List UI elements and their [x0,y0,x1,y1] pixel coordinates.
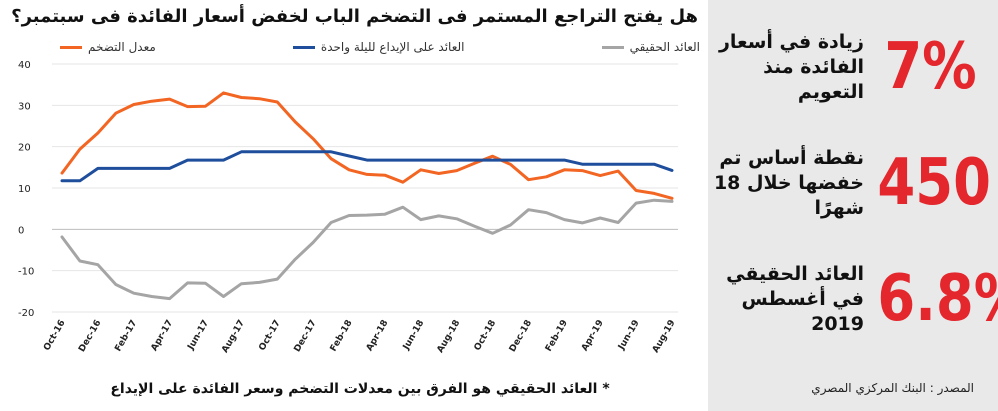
x-tick-label: Dec-18 [508,319,534,354]
x-tick-label: Aug-19 [651,319,678,355]
y-tick-label: 40 [18,60,31,71]
legend-item-real-return: العائد الحقيقي [601,40,700,54]
stat-desc: نقطة أساس تم خفضها خلال 18 شهرًا [713,146,864,219]
x-tick-label: Feb-19 [544,319,570,354]
line-chart: 40 30 20 10 0 -10 -20 Oct-16 Dec-16 Feb-17 Apr-17 J… [18,60,678,355]
footnote: * العائد الحقيقي هو الفرق بين معدلات الت… [110,381,610,397]
stat-real-return: 6.8% العائد الحقيقي في أغسطس 2019 [708,244,998,354]
y-tick-label: 0 [18,225,24,236]
legend-label-deposit-rate: العائد على الإيداع لليلة واحدة [320,40,465,54]
stat-value: 450 [877,146,991,220]
stat-desc: زيادة في أسعار الفائدة منذ التعويم [718,30,864,103]
source-note: المصدر : البنك المركزي المصري [811,381,974,395]
x-tick-label: Apr-18 [365,319,391,354]
x-tick-label: Oct-16 [42,319,67,353]
x-tick-label: Oct-18 [473,319,498,353]
x-tick-label: Jun-17 [186,319,211,353]
y-tick-label: 30 [18,101,31,112]
y-tick-label: 20 [18,143,31,154]
x-tick-label: Aug-17 [220,319,247,355]
stat-value: 7% [884,30,977,104]
chart-area: 40 30 20 10 0 -10 -20 Oct-16 Dec-16 Feb-17 Apr-17 J… [11,6,700,397]
series-line-deposit-rate [60,150,674,183]
y-tick-label: -10 [18,267,34,278]
x-tick-label: Feb-17 [113,319,139,354]
legend-item-deposit-rate: العائد على الإيداع لليلة واحدة [292,40,465,54]
y-tick-label: 10 [18,184,31,195]
stats-panel: 7% زيادة في أسعار الفائدة منذ التعويم 45… [708,0,998,411]
stat-desc: العائد الحقيقي في أغسطس 2019 [726,262,864,335]
legend-item-inflation: معدل التضخم [60,40,156,54]
x-tick-label: Dec-17 [293,319,319,354]
x-tick-label: Apr-19 [580,319,606,354]
x-tick-label: Apr-17 [150,319,176,354]
legend: معدل التضخم العائد على الإيداع لليلة واح… [60,40,700,54]
legend-label-real-return: العائد الحقيقي [629,40,700,54]
x-tick-label: Dec-16 [77,319,103,354]
stat-basis-points: 450 نقطة أساس تم خفضها خلال 18 شهرًا [708,128,998,238]
stat-rate-increase: 7% زيادة في أسعار الفائدة منذ التعويم [708,12,998,122]
x-tick-label: Jun-19 [616,319,641,353]
chart-title: هل يفتح التراجع المستمر فى التضخم الباب … [11,6,698,27]
x-tick-label: Jun-18 [401,319,426,353]
x-tick-label: Feb-18 [329,319,355,354]
stat-value: 6.8% [877,262,998,336]
x-tick-label: Oct-17 [257,319,282,353]
legend-swatch-inflation [60,45,82,49]
series-line-real-return [60,198,674,301]
legend-swatch-real-return [601,45,624,49]
legend-swatch-deposit-rate [292,45,315,49]
series-line-inflation [60,91,674,200]
x-tick-label: Aug-18 [436,319,463,355]
y-tick-label: -20 [18,308,34,319]
legend-label-inflation: معدل التضخم [88,40,156,54]
